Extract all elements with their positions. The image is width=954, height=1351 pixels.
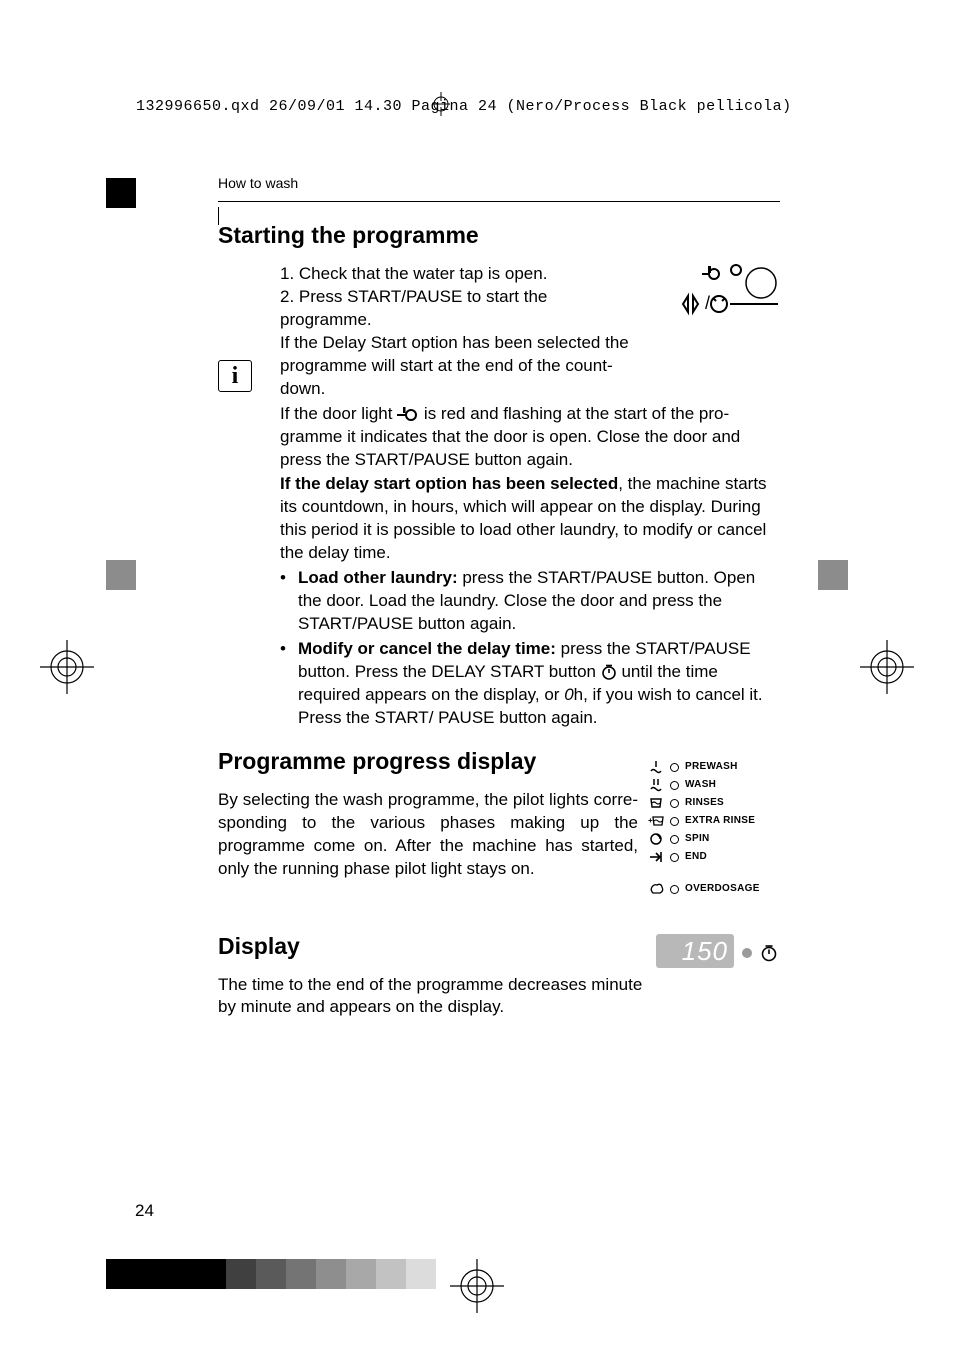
patch	[376, 1259, 406, 1289]
progress-paragraph: By selecting the wash programme, the pil…	[218, 789, 638, 881]
svg-text:+: +	[648, 816, 653, 825]
page-frame: How to wash Starting the programme 1. Ch…	[170, 175, 780, 1019]
progress-row-wash: WASH	[648, 776, 760, 794]
patch	[286, 1259, 316, 1289]
register-mark-icon	[860, 640, 914, 694]
progress-row-spin: SPIN	[648, 830, 760, 848]
patch	[106, 1259, 136, 1289]
led-icon	[670, 817, 679, 826]
patch	[136, 1259, 166, 1289]
prewash-icon	[648, 760, 664, 774]
delay-paragraph: If the delay start option has been selec…	[280, 473, 780, 565]
progress-row-overdosage: OVERDOSAGE	[648, 880, 760, 898]
bullet2-lead: Modify or cancel the delay time:	[298, 639, 556, 658]
extra-rinse-icon: +	[648, 814, 664, 828]
patch	[196, 1259, 226, 1289]
side-marker	[106, 178, 136, 208]
svg-text:/: /	[705, 293, 710, 313]
register-mark-icon	[40, 640, 94, 694]
rinses-icon	[648, 796, 664, 810]
greyscale-strip	[106, 1259, 436, 1289]
patch	[316, 1259, 346, 1289]
wash-icon	[648, 778, 664, 792]
patch	[256, 1259, 286, 1289]
spin-icon	[648, 832, 664, 846]
delay-clock-icon	[760, 944, 778, 962]
bullet1-lead: Load other laundry:	[298, 568, 458, 587]
list-item: Load other laundry: press the START/PAUS…	[280, 567, 780, 636]
progress-label: RINSES	[685, 794, 724, 812]
led-icon	[670, 781, 679, 790]
led-icon	[670, 885, 679, 894]
heading-starting: Starting the programme	[218, 222, 780, 249]
progress-row-prewash: PREWASH	[648, 758, 760, 776]
patch	[346, 1259, 376, 1289]
prepress-slug: 132996650.qxd 26/09/01 14.30 Pagina 24 (…	[136, 98, 792, 115]
list-item: Modify or cancel the delay time: press t…	[280, 638, 780, 730]
info-paragraph: If the door light is red and flashing at…	[280, 403, 780, 472]
info-icon: i	[218, 360, 252, 392]
progress-label: SPIN	[685, 830, 710, 848]
page-content: Starting the programme 1. Check that the…	[218, 202, 780, 1019]
delay-bold: If the delay start option has been selec…	[280, 474, 618, 493]
step2b: If the Delay Start option has been selec…	[280, 332, 640, 401]
led-icon	[670, 853, 679, 862]
delay-clock-icon	[601, 664, 617, 680]
page-break-mark-icon	[426, 92, 456, 116]
side-marker	[106, 560, 136, 590]
led-icon	[670, 763, 679, 772]
time-value: 150	[682, 936, 728, 967]
page-number: 24	[135, 1201, 154, 1221]
overdosage-icon	[648, 882, 664, 896]
display-indicators	[742, 944, 778, 962]
patch	[226, 1259, 256, 1289]
side-marker	[818, 560, 848, 590]
info-text-c: it indicates that the door is open. Clos…	[280, 427, 740, 469]
progress-indicator-list: PREWASH WASH RINSES + EXTRA RINSE SPIN	[648, 758, 760, 898]
led-filled-icon	[742, 948, 752, 958]
running-head: How to wash	[218, 175, 780, 191]
step2: 2. Press START/PAUSE to start the progra…	[280, 286, 640, 332]
bullet-list: Load other laundry: press the START/PAUS…	[280, 567, 780, 730]
progress-label: WASH	[685, 776, 716, 794]
progress-label: END	[685, 848, 707, 866]
patch	[166, 1259, 196, 1289]
patch	[406, 1259, 436, 1289]
time-display: 150	[656, 934, 734, 968]
start-pause-panel-icon: /	[648, 256, 778, 322]
progress-label: PREWASH	[685, 758, 738, 776]
door-lock-icon	[397, 407, 419, 421]
display-paragraph: The time to the end of the programme dec…	[218, 974, 648, 1020]
progress-row-extra: + EXTRA RINSE	[648, 812, 760, 830]
progress-label: OVERDOSAGE	[685, 880, 760, 898]
progress-row-rinses: RINSES	[648, 794, 760, 812]
bullet2-zero: 0	[564, 685, 573, 704]
progress-label: EXTRA RINSE	[685, 812, 755, 830]
end-icon	[648, 850, 664, 864]
led-icon	[670, 835, 679, 844]
progress-row-end: END	[648, 848, 760, 866]
step1: 1. Check that the water tap is open.	[280, 263, 640, 286]
register-mark-icon	[450, 1259, 504, 1313]
info-text-a: If the door light	[280, 404, 397, 423]
led-icon	[670, 799, 679, 808]
step-text: 1. Check that the water tap is open. 2. …	[280, 263, 640, 401]
